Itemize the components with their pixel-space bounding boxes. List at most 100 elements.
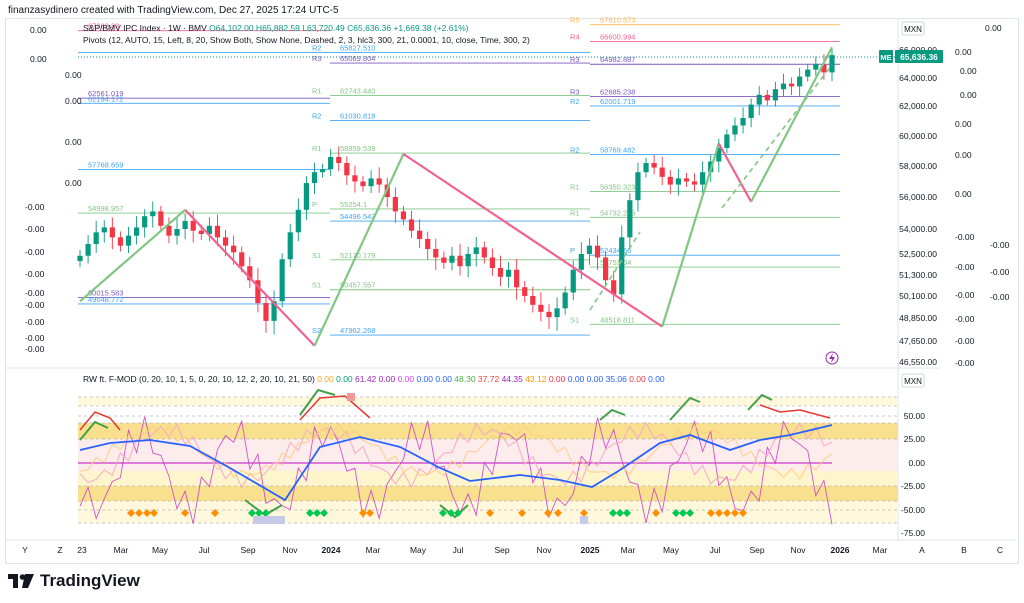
- osc-red: [299, 395, 371, 421]
- osc-diamond: [135, 509, 143, 517]
- price-tick: 54,000.00: [899, 224, 937, 234]
- pivot-value: 55254.1: [340, 200, 367, 209]
- candle-body: [134, 227, 140, 236]
- indicator-value: 0.00: [414, 374, 434, 384]
- zigzag-segment: [79, 208, 186, 303]
- pivot-value: 64982.887: [600, 55, 635, 64]
- time-tick: May: [152, 545, 169, 555]
- pivots-legend[interactable]: Pivots (12, AUTO, 15, Left, 8, 20, Show …: [83, 35, 530, 45]
- candle-body: [586, 245, 593, 254]
- pivot-value: 57768.659: [88, 161, 123, 170]
- candle-body: [441, 257, 447, 263]
- candle-body: [433, 249, 439, 258]
- osc-diamond: [150, 509, 158, 517]
- zigzag-segment: [402, 153, 663, 328]
- price-tick: 60,000.00: [899, 131, 937, 141]
- candle-body: [505, 269, 512, 277]
- osc-band-lower: [78, 486, 898, 501]
- pivot-tag: R2: [312, 112, 322, 121]
- symbol-name: S&P/BMV IPC Index · 1W · BMV: [83, 23, 207, 33]
- price-tick: 47,650.00: [899, 336, 937, 346]
- overlay-label: -0.00: [955, 232, 975, 242]
- osc-diamond: [306, 509, 314, 517]
- pivot-tag: R4: [570, 33, 580, 42]
- candle-body: [522, 287, 528, 296]
- pivot-value: 66600.994: [600, 33, 635, 42]
- candle-body: [797, 76, 803, 87]
- pivot-tag: R2: [570, 97, 580, 106]
- pivot-tag: S1: [312, 251, 321, 260]
- indicator-value: 0.00: [626, 374, 646, 384]
- indicator-value: 43.12: [522, 374, 547, 384]
- time-tick: Mar: [114, 545, 129, 555]
- overlay-label: -0.00: [955, 262, 975, 272]
- osc-green: [79, 420, 109, 441]
- pivot-tag: R3: [570, 87, 580, 96]
- pivot-value: 65827.510: [340, 43, 375, 52]
- candle-body: [198, 230, 204, 234]
- overlay-label: 0.00: [955, 119, 972, 129]
- indicator-value: 0.00: [376, 374, 396, 384]
- osc-diamond: [320, 509, 328, 517]
- osc-diamond: [623, 509, 631, 517]
- price-tick: 48,850.00: [899, 313, 937, 323]
- overlay-label: -0.00: [955, 336, 975, 346]
- candle-body: [408, 219, 415, 231]
- overlay-label: 0.00: [955, 189, 972, 199]
- overlay-label: 0.00: [955, 47, 972, 57]
- osc-diamond: [739, 509, 747, 517]
- candle-body: [602, 257, 609, 281]
- candle-body: [368, 178, 374, 187]
- indicator-value: 48.30: [451, 374, 476, 384]
- overlay-label: -0.00: [990, 240, 1010, 250]
- price-tick: 64,000.00: [899, 73, 937, 83]
- candle-body: [247, 266, 253, 281]
- tradingview-logo-icon: [8, 574, 34, 588]
- time-tick: Mar: [366, 545, 381, 555]
- ind-tick: -25.00: [901, 481, 925, 491]
- candle-body: [125, 235, 132, 246]
- overlay-label: 0.00: [960, 66, 977, 76]
- pivot-value: 50015.583: [88, 288, 123, 297]
- overlay-label: 0.00: [65, 70, 82, 80]
- candle-body: [546, 311, 552, 318]
- osc-diamond: [731, 509, 739, 517]
- osc-diamond: [313, 509, 321, 517]
- candle-body: [101, 227, 107, 233]
- osc-square: [261, 516, 269, 524]
- indicator-legend[interactable]: RW ft. F-MOD (0, 20, 10, 1, 5, 0, 20, 10…: [83, 374, 665, 384]
- osc-diamond: [544, 509, 552, 517]
- price-currency-box[interactable]: [901, 21, 925, 36]
- overlay-label: 0.00: [985, 23, 1002, 33]
- overlay-label: 0.00: [955, 150, 972, 160]
- osc-square: [347, 393, 355, 401]
- pivot-lines: R2 65827.510 R3 65069.804 R1 62743.440 R2 61030…: [78, 16, 840, 336]
- osc-square: [253, 516, 261, 524]
- candle-body: [417, 230, 423, 239]
- symbol-legend[interactable]: S&P/BMV IPC Index · 1W · BMV O64,102.00 …: [83, 23, 469, 34]
- time-tick: Jul: [710, 545, 721, 555]
- candle-body: [352, 175, 358, 182]
- pivot-value: 62561.019: [88, 89, 123, 98]
- candle-body: [821, 64, 827, 73]
- ind-currency-box[interactable]: [901, 373, 925, 388]
- osc-diamond: [248, 509, 256, 517]
- candle-body: [578, 254, 584, 270]
- pivot-value: 58769.482: [600, 145, 635, 154]
- pivot-value: 65069.804: [340, 54, 375, 63]
- candle-body: [788, 83, 795, 87]
- time-tick: Y: [22, 545, 28, 555]
- pivot-value: 62194.172: [88, 94, 123, 103]
- price-tick: 46,550.00: [899, 357, 937, 367]
- time-tick: Nov: [282, 545, 298, 555]
- overlay-label: 0.00: [960, 90, 977, 100]
- candle-body: [700, 172, 706, 185]
- candle-body: [93, 232, 99, 244]
- time-tick: Nov: [790, 545, 806, 555]
- price-tick: 56,000.00: [899, 192, 937, 202]
- candle-body: [691, 181, 698, 185]
- overlay-label: 0.00: [65, 96, 82, 106]
- candle-body: [780, 83, 787, 90]
- candle-body: [829, 55, 835, 73]
